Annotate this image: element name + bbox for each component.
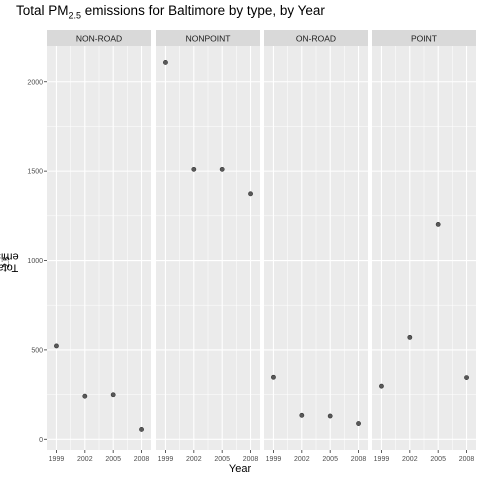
x-tick-label: 1999 bbox=[266, 456, 282, 463]
data-point bbox=[356, 421, 361, 426]
chart-title: Total PM2.5 emissions for Baltimore by t… bbox=[16, 3, 325, 21]
facet-strip bbox=[156, 30, 260, 46]
x-tick-label: 2002 bbox=[402, 456, 418, 463]
data-point bbox=[407, 334, 413, 340]
data-point bbox=[219, 166, 225, 172]
x-tick-label: 2005 bbox=[322, 456, 338, 463]
facet-strip-label: ON-ROAD bbox=[296, 34, 336, 44]
data-point bbox=[82, 393, 88, 399]
facet-strip bbox=[264, 30, 368, 46]
x-tick-label: 2005 bbox=[430, 456, 446, 463]
facet-strip-label: NONPOINT bbox=[186, 34, 231, 44]
x-axis-label: Year bbox=[228, 463, 252, 475]
x-tick-label: 2005 bbox=[105, 456, 121, 463]
x-tick-label: 1999 bbox=[158, 456, 174, 463]
facet-strip-label: NON-ROAD bbox=[76, 34, 122, 44]
x-tick-label: 2002 bbox=[77, 456, 93, 463]
y-tick-label: 0 bbox=[39, 437, 43, 444]
data-point bbox=[271, 374, 276, 380]
y-tick-label: 1500 bbox=[27, 169, 43, 176]
x-tick-label: 2008 bbox=[459, 456, 475, 463]
data-point bbox=[110, 392, 116, 398]
x-tick-label: 2008 bbox=[134, 456, 150, 463]
data-point bbox=[139, 427, 144, 432]
data-point bbox=[464, 375, 469, 381]
x-tick-label: 2008 bbox=[243, 456, 259, 463]
data-point bbox=[435, 222, 441, 227]
x-tick-label: 2002 bbox=[294, 456, 310, 463]
data-point bbox=[54, 343, 59, 349]
data-point bbox=[299, 412, 305, 418]
x-tick-label: 2002 bbox=[186, 456, 202, 463]
x-tick-label: 1999 bbox=[49, 456, 65, 463]
facet-strip bbox=[47, 30, 151, 46]
data-point bbox=[248, 191, 253, 197]
y-tick-label: 500 bbox=[31, 347, 43, 354]
data-point bbox=[327, 413, 333, 419]
facet-strip bbox=[372, 30, 476, 46]
x-tick-label: 1999 bbox=[374, 456, 390, 463]
y-tick-label: 2000 bbox=[27, 79, 43, 86]
x-tick-label: 2005 bbox=[214, 456, 230, 463]
data-point bbox=[379, 383, 384, 389]
facet-strip-label: POINT bbox=[411, 34, 437, 44]
x-tick-label: 2008 bbox=[351, 456, 367, 463]
data-point bbox=[163, 60, 168, 65]
data-point bbox=[191, 166, 197, 172]
y-tick-label: 1000 bbox=[27, 258, 43, 265]
